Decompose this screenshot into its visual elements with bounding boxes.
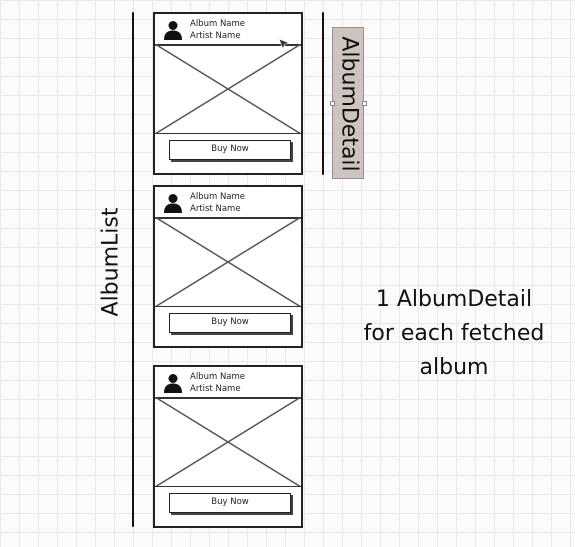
note-line: 1 AlbumDetail [375, 287, 533, 312]
artist-name: Artist Name [190, 31, 241, 41]
card-header: Album Name Artist Name [155, 187, 301, 219]
user-avatar-icon [164, 21, 182, 40]
resize-handle-right[interactable] [362, 101, 367, 106]
album-name: Album Name [190, 192, 246, 202]
albumdetail-selected-label[interactable]: AlbumDetail [330, 27, 367, 179]
buy-now-button[interactable]: Buy Now [169, 140, 291, 160]
user-avatar-icon [164, 374, 182, 393]
album-image-placeholder [155, 217, 301, 307]
artist-name: Artist Name [190, 384, 241, 394]
albumdetail-label: AlbumDetail [336, 36, 362, 172]
album-detail-card: Album Name Artist Name Buy Now [153, 185, 303, 348]
resize-handle-left[interactable] [330, 101, 335, 106]
card-header: Album Name Artist Name [155, 367, 301, 399]
album-detail-card: Album Name Artist Name Buy Now [153, 365, 303, 528]
card-header: Album Name Artist Name [155, 14, 301, 46]
mouse-cursor-icon [278, 38, 290, 50]
albumlist-label: AlbumList [98, 207, 124, 317]
artist-name: Artist Name [190, 204, 241, 214]
note-line: album [419, 355, 489, 380]
buy-now-button[interactable]: Buy Now [169, 313, 291, 333]
note-line: for each fetched [363, 321, 545, 346]
buy-now-button[interactable]: Buy Now [169, 493, 291, 513]
albumlist-bracket-line [132, 12, 134, 527]
album-image-placeholder [155, 397, 301, 487]
album-image-placeholder [155, 44, 301, 134]
album-detail-card: Album Name Artist Name Buy Now [153, 12, 303, 175]
album-name: Album Name [190, 19, 246, 29]
album-name: Album Name [190, 372, 246, 382]
user-avatar-icon [164, 194, 182, 213]
annotation-note: 1 AlbumDetail for each fetched album [340, 283, 568, 385]
albumdetail-bracket-line [322, 12, 324, 175]
